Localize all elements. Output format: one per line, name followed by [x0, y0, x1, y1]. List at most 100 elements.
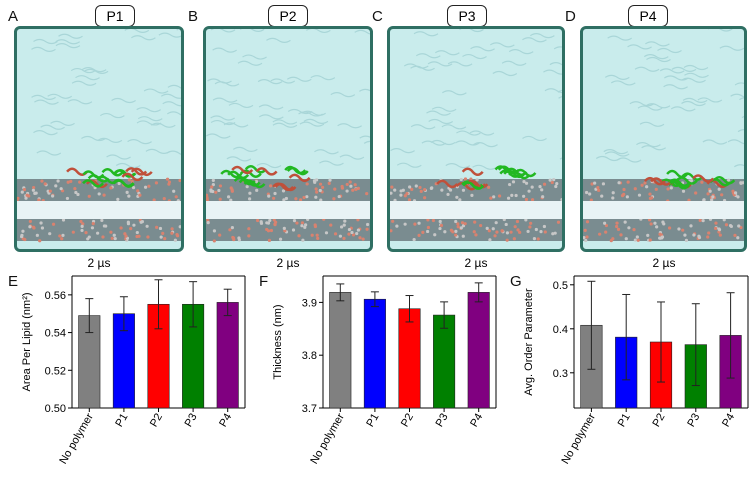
water-texture: [310, 75, 336, 81]
x-tick-label: P1: [364, 412, 381, 430]
membrane-core: [390, 201, 562, 219]
lipid-headgroup: [588, 192, 592, 196]
lipid-headgroup: [265, 221, 269, 225]
lipid-headgroup: [624, 237, 628, 241]
water-texture: [456, 130, 481, 136]
lipid-headgroup: [303, 225, 307, 229]
lipid-headgroup: [458, 198, 462, 202]
lipid-headgroup: [514, 193, 518, 198]
polymer-chain: [286, 166, 309, 176]
lipid-headgroup: [700, 180, 704, 184]
lipid-headgroup: [461, 234, 465, 238]
lipid-headgroup: [454, 219, 458, 224]
water-texture: [359, 135, 370, 139]
lipid-headgroup: [332, 197, 336, 201]
lipid-headgroup: [28, 225, 32, 229]
lipid-headgroup: [247, 197, 252, 201]
lipid-headgroup: [299, 198, 303, 202]
lipid-headgroup: [301, 238, 305, 242]
lipid-headgroup: [650, 196, 654, 200]
lipid-headgroup: [390, 185, 394, 189]
lipid-headgroup: [329, 223, 333, 227]
lipid-headgroup: [585, 190, 589, 195]
lipid-headgroup: [321, 185, 325, 189]
water-texture: [306, 29, 331, 34]
lipid-headgroup: [653, 221, 657, 225]
lipid-headgroup: [69, 179, 73, 183]
lipid-headgroup: [689, 224, 693, 228]
lipid-headgroup: [58, 234, 62, 238]
lipid-headgroup: [131, 186, 136, 190]
lipid-headgroup: [351, 188, 355, 192]
lipid-headgroup: [158, 226, 163, 231]
lipid-headgroup: [689, 179, 694, 183]
lipid-headgroup: [616, 227, 621, 231]
lipid-headgroup: [265, 227, 269, 232]
lipid-headgroup: [333, 232, 338, 236]
lipid-headgroup: [524, 181, 529, 185]
water-texture: [508, 49, 534, 55]
water-texture: [604, 151, 630, 157]
lipid-headgroup: [552, 177, 556, 182]
water-texture: [137, 116, 163, 122]
water-texture: [645, 103, 671, 109]
bar-no-polymer: [329, 292, 352, 409]
lipid-headgroup: [625, 195, 629, 199]
lipid-headgroup: [84, 230, 88, 235]
lipid-headgroup: [267, 194, 271, 198]
lipid-headgroup: [460, 221, 465, 225]
lipid-headgroup: [282, 198, 286, 202]
lipid-headgroup: [655, 225, 659, 229]
water-texture: [639, 121, 665, 127]
lipid-headgroup: [600, 194, 604, 198]
lipid-headgroup: [214, 190, 218, 194]
lipid-headgroup: [615, 224, 619, 229]
lipid-headgroup: [399, 189, 403, 193]
lipid-headgroup: [553, 231, 557, 235]
lipid-headgroup: [518, 230, 522, 234]
water-texture: [543, 69, 562, 75]
lipid-headgroup: [245, 185, 249, 189]
lipid-headgroup: [522, 180, 526, 184]
lipid-headgroup: [472, 230, 476, 234]
lipid-headgroup: [71, 230, 75, 234]
lipid-headgroup: [534, 227, 538, 232]
lipid-headgroup: [218, 197, 222, 201]
water-texture: [214, 81, 240, 87]
lipid-headgroup: [80, 224, 84, 229]
lipid-headgroup: [648, 192, 652, 196]
lipid-headgroup: [282, 226, 286, 231]
water-texture: [210, 29, 236, 33]
water-texture: [167, 111, 181, 116]
lipid-headgroup: [256, 218, 260, 223]
lipid-headgroup: [510, 193, 514, 197]
lipid-headgroup: [475, 178, 479, 182]
polymer-chain: [255, 167, 278, 176]
lipid-headgroup: [426, 225, 431, 230]
lipid-headgroup: [272, 196, 276, 200]
water-texture: [426, 110, 451, 116]
lipid-headgroup: [356, 228, 361, 232]
lipid-headgroup: [91, 222, 95, 226]
water-texture: [645, 41, 670, 47]
water-texture: [257, 79, 283, 85]
lipid-headgroup: [218, 184, 223, 188]
lipid-headgroup: [159, 235, 163, 239]
lipid-headgroup: [611, 237, 615, 241]
water-texture: [242, 54, 267, 60]
lipid-headgroup: [163, 237, 167, 241]
lipid-headgroup: [66, 180, 70, 184]
water-texture: [158, 32, 181, 38]
lipid-headgroup: [438, 219, 442, 224]
water-texture: [299, 121, 325, 127]
badge-p4: P4: [628, 5, 668, 27]
lipid-headgroup: [109, 230, 113, 234]
water-texture: [681, 100, 706, 107]
x-tick-label: P4: [217, 412, 234, 430]
water-texture: [226, 156, 252, 162]
water-texture: [462, 53, 487, 60]
lipid-headgroup: [135, 230, 139, 235]
lipid-headgroup: [536, 237, 540, 241]
water-texture: [410, 124, 436, 130]
lipid-headgroup: [170, 227, 174, 231]
